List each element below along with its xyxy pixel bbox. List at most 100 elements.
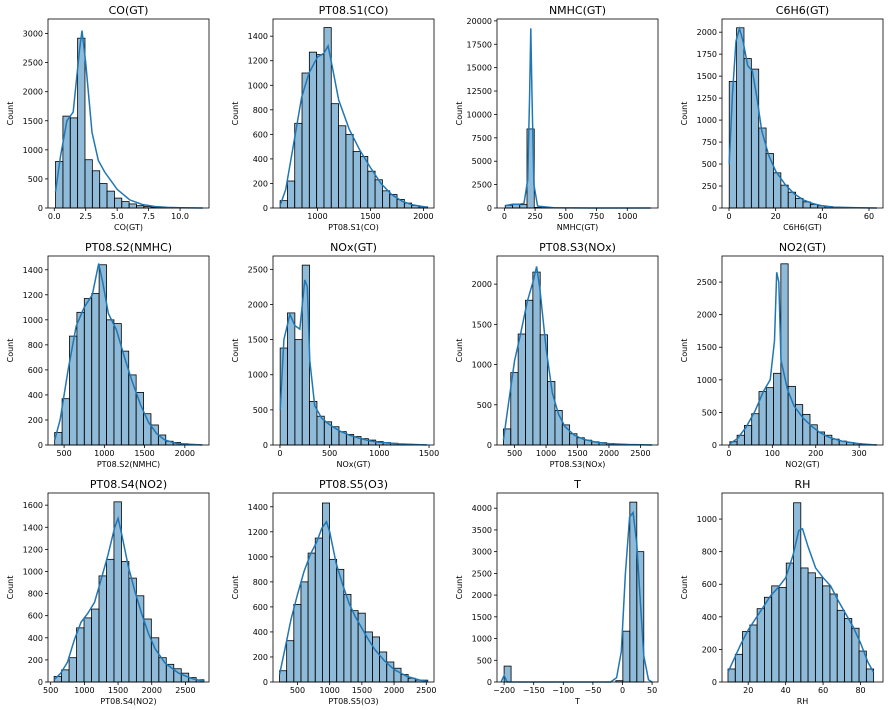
- y-tick-label: 0: [263, 441, 268, 450]
- y-tick-label: 400: [702, 613, 717, 622]
- x-tick-label: 1500: [108, 686, 128, 695]
- y-tick-label: 2500: [697, 278, 717, 287]
- y-axis-label: Count: [6, 339, 15, 363]
- x-tick-label: 500: [290, 686, 305, 695]
- y-tick-label: 17500: [467, 40, 492, 49]
- y-tick-label: 600: [253, 130, 268, 139]
- y-tick-label: 500: [702, 160, 717, 169]
- x-axis-label: PT08.S2(NMHC): [97, 460, 160, 469]
- x-tick-label: 1000: [617, 212, 637, 221]
- x-tick-label: 1500: [567, 449, 587, 458]
- x-tick-label: 40: [817, 212, 827, 221]
- y-axis-label: Count: [680, 102, 689, 126]
- y-tick-label: 0: [712, 204, 717, 213]
- histogram-panel-1: 1000 1500 2000 0 200 400 600 800 1000 1200 1400 PT0…: [231, 4, 435, 232]
- histogram-bar: [785, 562, 794, 683]
- histogram-bar: [287, 312, 296, 446]
- y-tick-label: 500: [477, 656, 492, 665]
- y-tick-label: 0: [263, 678, 268, 687]
- x-tick-label: 60: [864, 212, 874, 221]
- histogram-bar: [69, 117, 79, 209]
- histogram-bar: [800, 567, 809, 683]
- y-tick-label: 800: [253, 106, 268, 115]
- histogram-bar: [780, 184, 789, 209]
- x-tick-label: 50: [647, 686, 657, 695]
- histogram-bar: [743, 58, 752, 209]
- y-tick-label: 600: [702, 580, 717, 589]
- axes-frame: [721, 18, 884, 209]
- y-tick-label: 1000: [697, 116, 717, 125]
- y-tick-label: 400: [253, 628, 268, 637]
- histogram-bar: [316, 415, 325, 446]
- histogram-bar: [844, 618, 853, 683]
- y-tick-label: 3000: [472, 548, 492, 557]
- histogram-bar: [106, 190, 115, 209]
- y-tick-label: 4000: [472, 504, 492, 513]
- x-tick-label: 500: [558, 212, 573, 221]
- histogram-bar: [773, 372, 782, 446]
- x-tick-label: 1500: [419, 449, 439, 458]
- kde-line: [53, 263, 203, 446]
- histogram-bar: [294, 122, 303, 209]
- y-tick-label: 600: [28, 366, 43, 375]
- histogram-bar: [308, 51, 318, 209]
- y-tick-label: 10000: [467, 110, 492, 119]
- y-tick-label: 1200: [23, 545, 43, 554]
- x-tick-label: 0: [620, 686, 625, 695]
- histogram-bar: [734, 653, 743, 683]
- histogram-bar: [121, 201, 130, 209]
- y-tick-label: 2000: [697, 311, 717, 320]
- histogram-bar: [814, 577, 824, 683]
- histogram-bar: [517, 333, 526, 446]
- histogram-bar: [84, 159, 93, 209]
- histogram-bar: [829, 593, 838, 683]
- histogram-bar: [128, 374, 137, 446]
- histogram-bar: [622, 630, 631, 683]
- y-tick-label: 0: [712, 441, 717, 450]
- histogram-bar: [350, 610, 359, 683]
- histogram-panel-0: 0.0 2.5 5.0 7.5 10.0 0 500 1000 1500 2000 2500 3000…: [6, 4, 210, 232]
- histogram-bar: [143, 618, 152, 683]
- y-tick-label: 500: [477, 401, 492, 410]
- x-tick-label: 100: [765, 449, 780, 458]
- y-tick-label: 800: [702, 548, 717, 557]
- x-tick-label: 750: [589, 212, 604, 221]
- x-tick-label: 0.0: [48, 212, 61, 221]
- x-tick-label: 2000: [175, 449, 195, 458]
- kde-line: [729, 272, 877, 446]
- kde-line: [505, 28, 651, 209]
- panel-title: PT08.S4(NO2): [90, 478, 167, 491]
- histogram-bar: [114, 197, 123, 209]
- panel-title: RH: [795, 478, 811, 491]
- y-tick-label: 1200: [248, 57, 268, 66]
- x-tick-label: 80: [855, 686, 865, 695]
- x-tick-label: 20: [743, 686, 753, 695]
- y-tick-label: 1000: [248, 553, 268, 562]
- y-tick-label: 1400: [248, 503, 268, 512]
- axes-frame: [47, 18, 210, 209]
- x-tick-label: −50: [584, 686, 601, 695]
- x-tick-label: 60: [818, 686, 828, 695]
- x-tick-label: 250: [527, 212, 542, 221]
- y-tick-label: 1400: [23, 523, 43, 532]
- histogram-bar: [68, 657, 77, 683]
- y-tick-label: 400: [28, 634, 43, 643]
- y-tick-label: 400: [253, 155, 268, 164]
- y-tick-label: 5000: [472, 157, 492, 166]
- histogram-bar: [343, 593, 352, 683]
- panel-title: T: [573, 478, 581, 491]
- x-tick-label: 300: [851, 449, 866, 458]
- x-axis-label: NMHC(GT): [557, 223, 599, 232]
- y-tick-label: 200: [28, 416, 43, 425]
- y-tick-label: 600: [253, 603, 268, 612]
- y-tick-label: 15000: [467, 64, 492, 73]
- y-axis-label: Count: [231, 102, 240, 126]
- x-tick-label: −150: [523, 686, 545, 695]
- histogram-bar: [338, 125, 347, 209]
- y-tick-label: 400: [28, 391, 43, 400]
- y-tick-label: 2000: [23, 88, 43, 97]
- y-tick-label: 7500: [472, 134, 492, 143]
- histogram-bar: [294, 339, 303, 446]
- histogram-bar: [765, 153, 774, 209]
